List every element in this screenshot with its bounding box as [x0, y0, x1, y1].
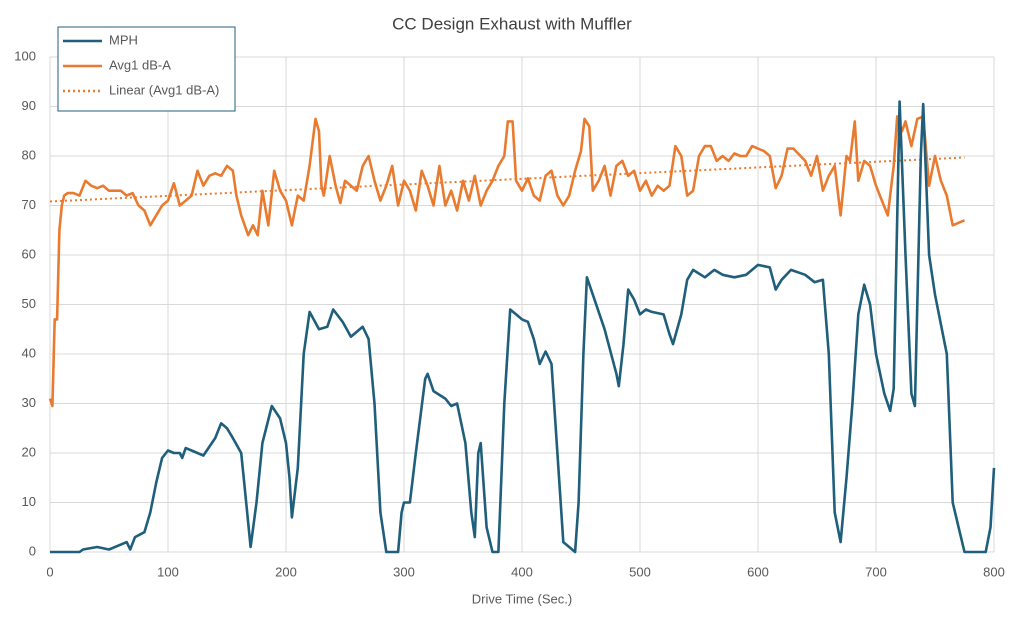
- y-tick-label: 70: [22, 197, 36, 212]
- x-tick-label: 400: [511, 564, 533, 579]
- y-tick-label: 60: [22, 246, 36, 261]
- x-tick-label: 100: [157, 564, 179, 579]
- chart-title: CC Design Exhaust with Muffler: [392, 14, 632, 33]
- series-line: [50, 100, 996, 554]
- y-tick-label: 20: [22, 444, 36, 459]
- x-axis-label: Drive Time (Sec.): [472, 591, 572, 606]
- legend-label: MPH: [109, 32, 138, 47]
- x-tick-label: 300: [393, 564, 415, 579]
- x-tick-label: 200: [275, 564, 297, 579]
- x-tick-label: 0: [46, 564, 53, 579]
- y-tick-label: 10: [22, 494, 36, 509]
- x-tick-label: 800: [983, 564, 1005, 579]
- x-tick-label: 500: [629, 564, 651, 579]
- y-tick-label: 80: [22, 147, 36, 162]
- x-tick-label: 600: [747, 564, 769, 579]
- legend-label: Linear (Avg1 dB-A): [109, 82, 219, 97]
- legend-box: [57, 26, 236, 112]
- y-tick-label: 30: [22, 395, 36, 410]
- y-tick-label: 50: [22, 296, 36, 311]
- y-tick-label: 40: [22, 345, 36, 360]
- series-line: [48, 115, 966, 408]
- x-tick-label: 700: [865, 564, 887, 579]
- legend-label: Avg1 dB-A: [109, 57, 171, 72]
- legend: MPH Avg1 dB-A Linear (Avg1 dB-A): [57, 26, 236, 112]
- y-tick-label: 100: [14, 48, 36, 63]
- y-tick-label: 0: [29, 543, 36, 558]
- y-tick-label: 90: [22, 98, 36, 113]
